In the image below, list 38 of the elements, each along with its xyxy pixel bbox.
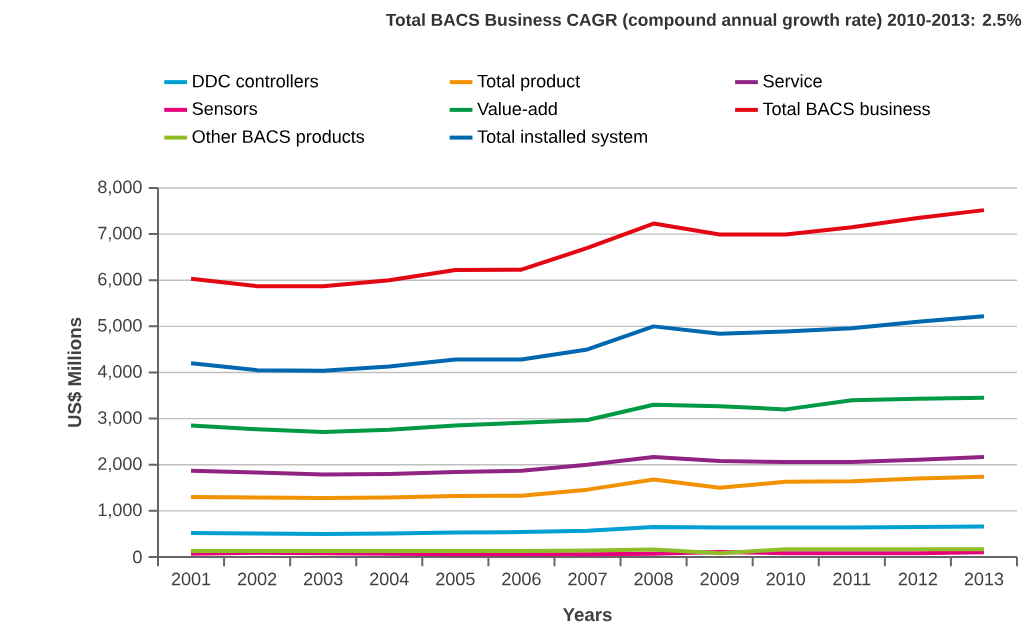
line-series	[189, 474, 986, 500]
line-series	[189, 314, 986, 373]
legend-label: DDC controllers	[193, 74, 319, 88]
x-tick-label: 2012	[898, 572, 937, 586]
chart-title: Total BACS Business CAGR (compound annual growth rate) 2010-2013: 2.5%	[385, 13, 1022, 30]
y-tick-label: 3,000	[98, 411, 142, 427]
y-tick-label: 5,000	[98, 318, 142, 334]
x-tick-label: 2007	[568, 572, 607, 586]
line-series	[189, 395, 986, 434]
x-tick-label: 2008	[634, 572, 673, 586]
legend-label: Service	[763, 74, 822, 88]
y-axis-title: US$ Millions	[67, 317, 83, 427]
legend-label: Sensors	[192, 102, 258, 115]
x-tick-label: 2004	[370, 572, 409, 586]
legend-label: Other BACS products	[192, 129, 365, 147]
x-tick-label: 2006	[502, 572, 541, 586]
x-axis-title: Years	[562, 608, 612, 622]
legend-label: Total product	[477, 74, 581, 92]
x-tick-label: 2013	[964, 572, 1004, 586]
x-tick-label: 2003	[304, 572, 343, 586]
legend-label: Value-add	[477, 102, 557, 116]
legend-label: Total BACS business	[762, 102, 930, 116]
x-tick-label: 2002	[237, 572, 277, 586]
legend-label: Total installed system	[477, 129, 647, 147]
line-series	[189, 208, 986, 289]
y-tick-label: 4,000	[97, 365, 142, 380]
y-tick-label: 1,000	[98, 503, 142, 519]
y-tick-label: 2,000	[98, 457, 142, 473]
y-tick-label: 0	[133, 550, 142, 564]
x-tick-label: 2005	[436, 572, 475, 586]
y-tick-label: 7,000	[98, 226, 142, 242]
x-tick-label: 2009	[700, 572, 739, 586]
x-tick-label: 2011	[833, 572, 871, 586]
x-tick-label: 2010	[766, 572, 806, 586]
x-tick-label: 2001	[171, 572, 211, 586]
y-tick-label: 8,000	[98, 180, 142, 196]
line-series	[189, 454, 986, 477]
y-tick-label: 6,000	[98, 272, 142, 288]
